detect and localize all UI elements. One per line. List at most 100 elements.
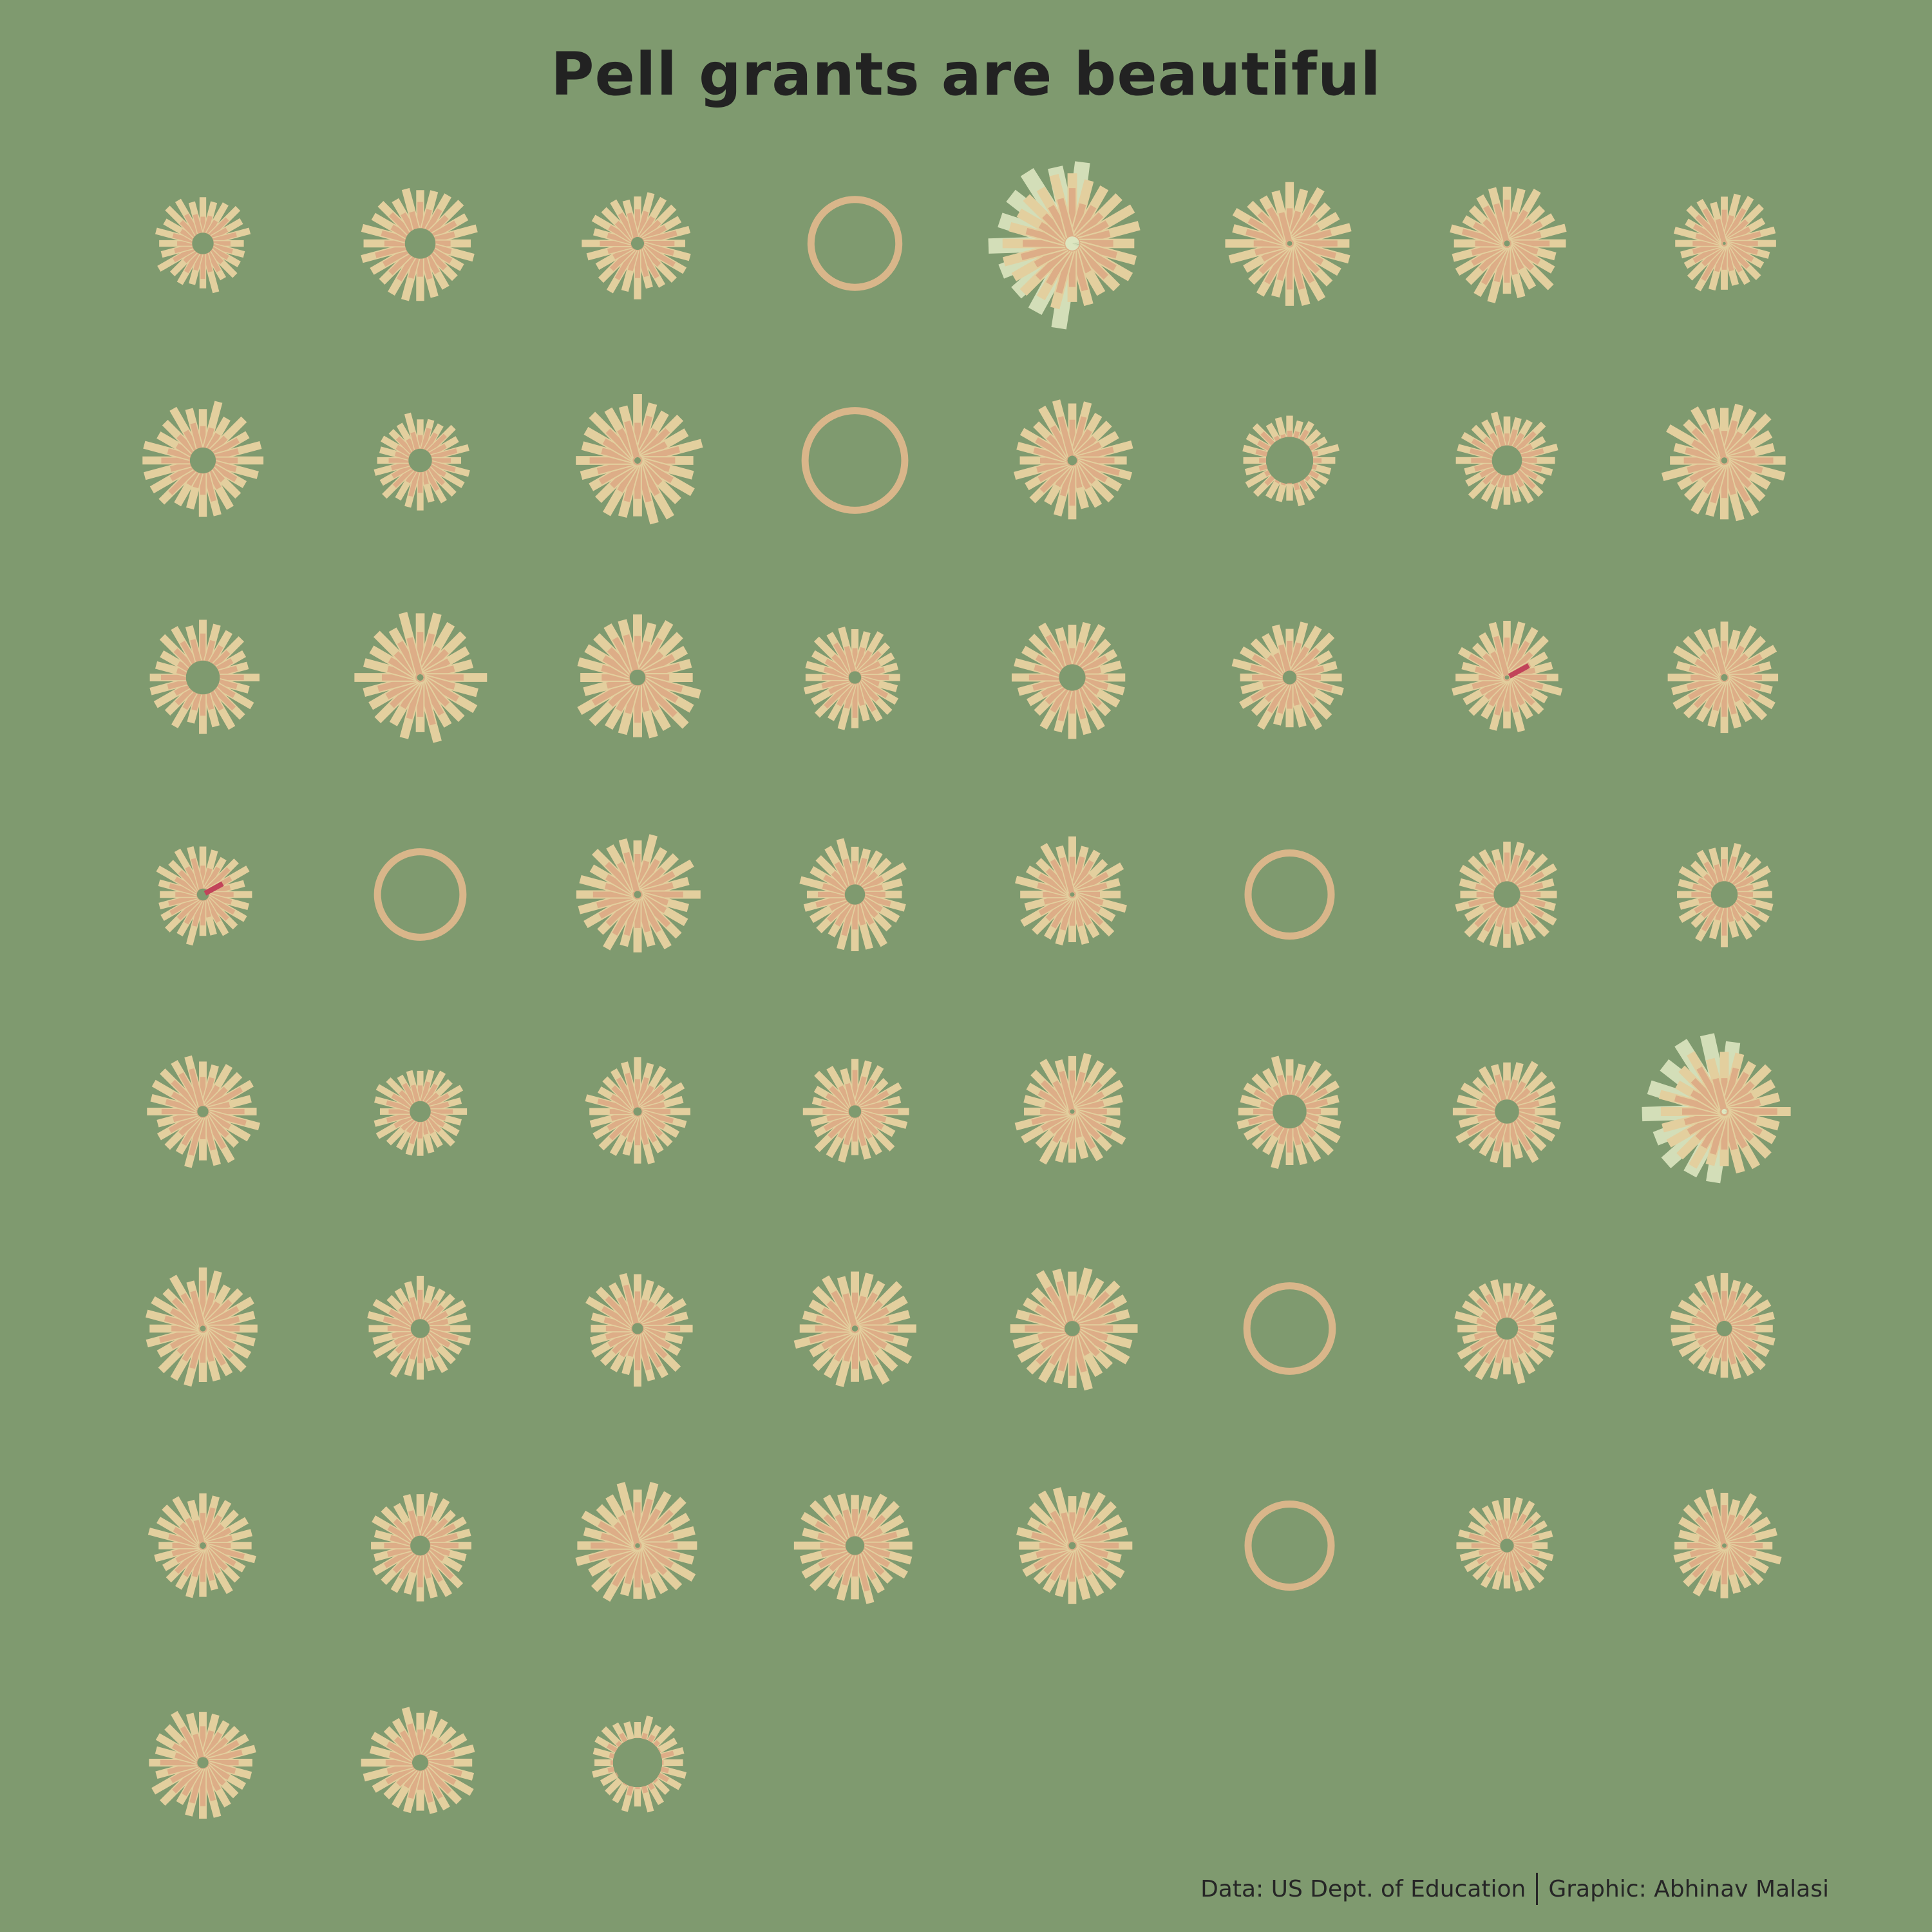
flower-bar-inner bbox=[1481, 1085, 1501, 1105]
chart-title: Pell grants are beautiful bbox=[551, 40, 1381, 109]
flower-bar bbox=[652, 1777, 670, 1795]
flower-bar-inner bbox=[408, 471, 420, 497]
flower-bar-inner bbox=[430, 1101, 450, 1112]
flower-bar-inner bbox=[623, 634, 639, 671]
flower-bar-inner bbox=[204, 693, 214, 710]
flower-bar-inner bbox=[1518, 1112, 1544, 1124]
flower-bar-inner bbox=[641, 1732, 648, 1740]
flower-bar-inner bbox=[619, 1732, 628, 1743]
flower-bar-inner bbox=[1510, 1121, 1531, 1151]
flower-bar-inner bbox=[411, 1084, 420, 1103]
flower-bar-inner bbox=[1299, 429, 1309, 442]
flower-bar-inner bbox=[1293, 431, 1300, 439]
flower-bar-inner bbox=[1514, 865, 1537, 887]
flower-bar-inner bbox=[842, 1293, 857, 1327]
flower-bar-inner bbox=[206, 220, 218, 236]
flower-bar-inner bbox=[1468, 895, 1495, 907]
flower-bar-inner bbox=[1311, 450, 1319, 457]
flower-33 bbox=[147, 1055, 260, 1168]
flower-bar-inner bbox=[1482, 469, 1499, 485]
flower-bar-inner bbox=[1513, 1302, 1534, 1323]
flower-bar-inner bbox=[386, 1112, 411, 1123]
flower-bar-inner bbox=[845, 1083, 856, 1106]
flower-bar-inner bbox=[431, 220, 457, 238]
flower-bar-inner bbox=[1519, 895, 1546, 907]
flower-24 bbox=[1667, 621, 1779, 734]
flower-bar-inner bbox=[375, 244, 406, 258]
flower-bar-inner bbox=[1512, 433, 1524, 449]
flower-bar-inner bbox=[1489, 1083, 1504, 1103]
flower-bar-inner bbox=[393, 1115, 413, 1128]
flower-bar-inner bbox=[216, 658, 234, 672]
flower-bar-inner bbox=[1490, 472, 1502, 486]
flower-bar-inner bbox=[1274, 435, 1280, 442]
flower-bar-inner bbox=[1257, 1117, 1276, 1132]
flower-bar-inner bbox=[427, 1523, 456, 1543]
flower-bar-inner bbox=[180, 640, 197, 665]
flower-bar-inner bbox=[390, 461, 410, 471]
flower-bar-inner bbox=[1073, 641, 1084, 666]
flower-bar-inner bbox=[1483, 904, 1503, 933]
flower-bar-inner bbox=[1057, 198, 1074, 238]
flower-bar-inner bbox=[1482, 898, 1497, 911]
flower-bar-inner bbox=[213, 687, 236, 711]
flower-bar-inner bbox=[423, 1119, 435, 1134]
flower-bar-inner bbox=[641, 1785, 649, 1794]
flower-bar-inner bbox=[431, 461, 456, 473]
flower-bar-inner bbox=[1057, 689, 1072, 722]
flower-31 bbox=[1455, 841, 1557, 948]
flower-bar-inner bbox=[625, 1072, 639, 1108]
flower-bar-inner bbox=[1520, 448, 1544, 459]
flower-bar-inner bbox=[1493, 1122, 1507, 1152]
flower-bar-inner bbox=[1309, 470, 1320, 479]
flower-bar-inner bbox=[1474, 462, 1493, 471]
flower-bar-inner bbox=[1303, 1088, 1328, 1106]
flower-bar-inner bbox=[421, 257, 433, 280]
flower-bar-inner bbox=[1264, 470, 1271, 477]
flower-bar-inner bbox=[1311, 464, 1318, 470]
flower-bar-inner bbox=[422, 1553, 443, 1583]
flower-bar-inner bbox=[626, 1785, 634, 1796]
caption-graphic-credit: Graphic: Abhinav Malasi bbox=[1548, 1875, 1829, 1902]
flower-bar-inner bbox=[392, 467, 414, 488]
flower-30 bbox=[1244, 849, 1335, 940]
flower-bar-inner bbox=[429, 1533, 459, 1546]
flower-bar-inner bbox=[1511, 858, 1530, 885]
flower-bar-inner bbox=[1466, 1115, 1498, 1137]
flower-bar-inner bbox=[206, 251, 221, 272]
flower-bar-inner bbox=[213, 243, 233, 254]
flower-bar-inner bbox=[218, 679, 238, 690]
flower-bar-inner bbox=[1517, 898, 1544, 918]
flower-bar-inner bbox=[431, 448, 458, 460]
flower-bar-inner bbox=[1725, 856, 1737, 882]
flower-bar-inner bbox=[660, 1766, 670, 1774]
flower-7 bbox=[1450, 186, 1567, 303]
flower-bar-inner bbox=[421, 428, 431, 450]
flower-bar-inner bbox=[841, 904, 855, 936]
flower-bar-inner bbox=[1497, 1519, 1508, 1540]
flower-bar-inner bbox=[426, 433, 448, 454]
flower-bar-inner bbox=[191, 693, 202, 711]
flower-bar-inner bbox=[609, 1752, 615, 1759]
flower-bar-inner bbox=[395, 444, 412, 457]
flower-bar-inner bbox=[1073, 689, 1086, 720]
flower-bar-inner bbox=[169, 464, 193, 482]
flower-bar-inner bbox=[1495, 1338, 1507, 1364]
flower-bar-inner bbox=[1082, 681, 1100, 695]
flower-57 bbox=[149, 1710, 256, 1819]
flower-bar-inner bbox=[658, 1772, 670, 1783]
flower-18 bbox=[354, 612, 488, 743]
flower-52 bbox=[793, 1493, 913, 1604]
flower-bar-inner bbox=[653, 1778, 658, 1783]
flower-bar-inner bbox=[1045, 685, 1065, 705]
flower-bar-inner bbox=[407, 1723, 421, 1756]
flower-26 bbox=[374, 848, 467, 941]
flower-bar-inner bbox=[211, 227, 229, 240]
flower-ring bbox=[374, 848, 467, 941]
flower-43 bbox=[585, 1273, 693, 1387]
flower-bar-inner bbox=[1698, 895, 1712, 904]
flower-ring bbox=[1243, 1282, 1336, 1375]
flower-bar-inner bbox=[1296, 1075, 1312, 1099]
flower-bar-inner bbox=[384, 1548, 413, 1568]
flower-bar-inner bbox=[1490, 1121, 1504, 1139]
